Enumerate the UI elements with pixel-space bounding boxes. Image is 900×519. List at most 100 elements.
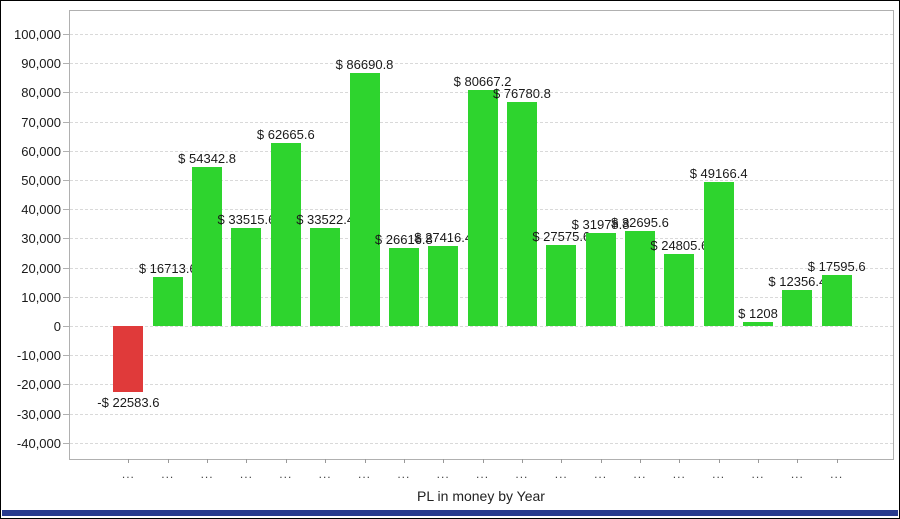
x-axis-label: ... — [633, 467, 647, 481]
y-axis-tick — [63, 355, 69, 357]
x-axis-label: ... — [751, 467, 765, 481]
y-axis-tick — [63, 92, 69, 94]
x-axis-tick — [403, 459, 405, 463]
y-axis-tick — [63, 150, 69, 152]
bar-value-label: $ 27575.6 — [532, 229, 591, 245]
x-axis-label: ... — [790, 467, 804, 481]
bar-value-label: $ 54342.8 — [178, 151, 237, 167]
bar — [388, 248, 419, 326]
gridline — [70, 326, 893, 327]
bar-value-label: $ 49166.4 — [689, 166, 748, 182]
x-axis-label: ... — [436, 467, 450, 481]
bar — [782, 289, 813, 326]
y-axis-tick — [63, 34, 69, 35]
bar — [467, 90, 498, 326]
gridline — [70, 355, 893, 357]
y-axis-label: -40,000 — [16, 435, 61, 451]
x-axis-tick — [679, 459, 681, 463]
x-axis-tick — [758, 459, 759, 463]
x-axis-tick — [364, 459, 366, 463]
y-axis-tick — [63, 180, 69, 181]
y-axis-label: 90,000 — [21, 56, 61, 72]
x-axis-tick — [718, 459, 720, 463]
bar-value-label: $ 86690.8 — [335, 56, 394, 72]
x-axis-label: ... — [594, 467, 608, 481]
gridline — [70, 442, 893, 444]
y-axis-label: 100,000 — [14, 27, 61, 42]
y-axis-label: -20,000 — [16, 377, 61, 393]
y-axis-tick — [63, 384, 69, 386]
bar — [546, 245, 577, 326]
x-axis-label: ... — [672, 467, 686, 481]
gridline — [70, 384, 893, 386]
bar-value-label: $ 76780.8 — [492, 85, 551, 101]
bar-value-label: $ 27416.4 — [414, 229, 473, 245]
y-axis-label: 40,000 — [21, 202, 61, 218]
bar — [270, 143, 301, 326]
x-axis-label: ... — [554, 467, 568, 481]
bar-value-label: $ 1208 — [738, 306, 778, 322]
bar-value-label: $ 32695.6 — [611, 214, 669, 230]
y-axis-tick — [63, 121, 69, 123]
x-axis-tick — [207, 459, 209, 463]
x-axis-tick — [285, 459, 287, 463]
x-axis-label: ... — [279, 467, 293, 481]
x-axis-label: ... — [476, 467, 490, 481]
x-axis-tick — [600, 459, 602, 463]
x-axis-label: ... — [121, 467, 135, 481]
bar-value-label: $ 17595.6 — [807, 258, 866, 274]
y-axis-tick — [63, 442, 69, 444]
bar — [703, 182, 734, 326]
bar — [624, 230, 655, 326]
y-axis-label: 50,000 — [21, 173, 61, 188]
bar-value-label: $ 31978.8 — [571, 216, 630, 232]
x-axis-tick — [639, 459, 641, 463]
y-axis-label: 10,000 — [21, 289, 61, 305]
bar-value-label: $ 33522.4 — [296, 212, 355, 228]
y-axis-label: -30,000 — [16, 406, 61, 422]
bar — [585, 232, 616, 326]
bar — [349, 72, 380, 326]
y-axis-label: 70,000 — [21, 114, 61, 130]
x-axis-tick — [246, 459, 248, 463]
y-axis-tick — [63, 413, 69, 415]
plot-area: -$ 22583.6 $ 16713.6 $ 54342.8 $ 33515.6 $ 6… — [69, 10, 894, 460]
x-axis-label: ... — [318, 467, 332, 481]
x-axis-tick — [561, 459, 563, 463]
bar-value-label: $ 62665.6 — [256, 127, 315, 143]
y-axis-tick — [63, 238, 69, 240]
bar-value-label: $ 33515.6 — [217, 212, 276, 228]
x-axis-label: ... — [161, 467, 175, 481]
bar-value-label: $ 26616.8 — [374, 232, 433, 248]
y-axis-tick — [63, 63, 69, 65]
bar — [231, 228, 262, 326]
x-axis-tick — [325, 459, 327, 463]
x-axis-tick — [521, 459, 523, 463]
bar-value-label: -$ 22583.6 — [97, 394, 160, 410]
bar — [743, 322, 773, 326]
bar — [192, 167, 223, 326]
bar — [428, 245, 459, 326]
bar-value-label: $ 16713.6 — [138, 261, 197, 277]
bar-value-label: $ 24805.6 — [650, 237, 709, 253]
bar — [152, 277, 183, 326]
gridline — [70, 413, 893, 415]
y-axis-label: 60,000 — [21, 143, 61, 159]
y-axis-label: 80,000 — [21, 85, 61, 101]
x-axis-label: ... — [397, 467, 411, 481]
x-axis-tick — [167, 459, 169, 463]
y-axis-tick — [63, 296, 69, 298]
y-axis-label: 30,000 — [21, 231, 61, 247]
x-axis-label: ... — [515, 467, 529, 481]
x-axis-tick — [836, 459, 838, 463]
x-axis-tick — [443, 459, 445, 463]
bar-value-label: $ 12356.4 — [768, 273, 827, 289]
gridline — [70, 34, 893, 35]
y-axis-tick — [63, 267, 69, 269]
bar — [113, 326, 144, 392]
y-axis-label: -10,000 — [16, 348, 61, 364]
x-axis-label: ... — [830, 467, 844, 481]
y-axis-tick — [63, 326, 69, 327]
bottom-accent-bar — [2, 510, 898, 516]
